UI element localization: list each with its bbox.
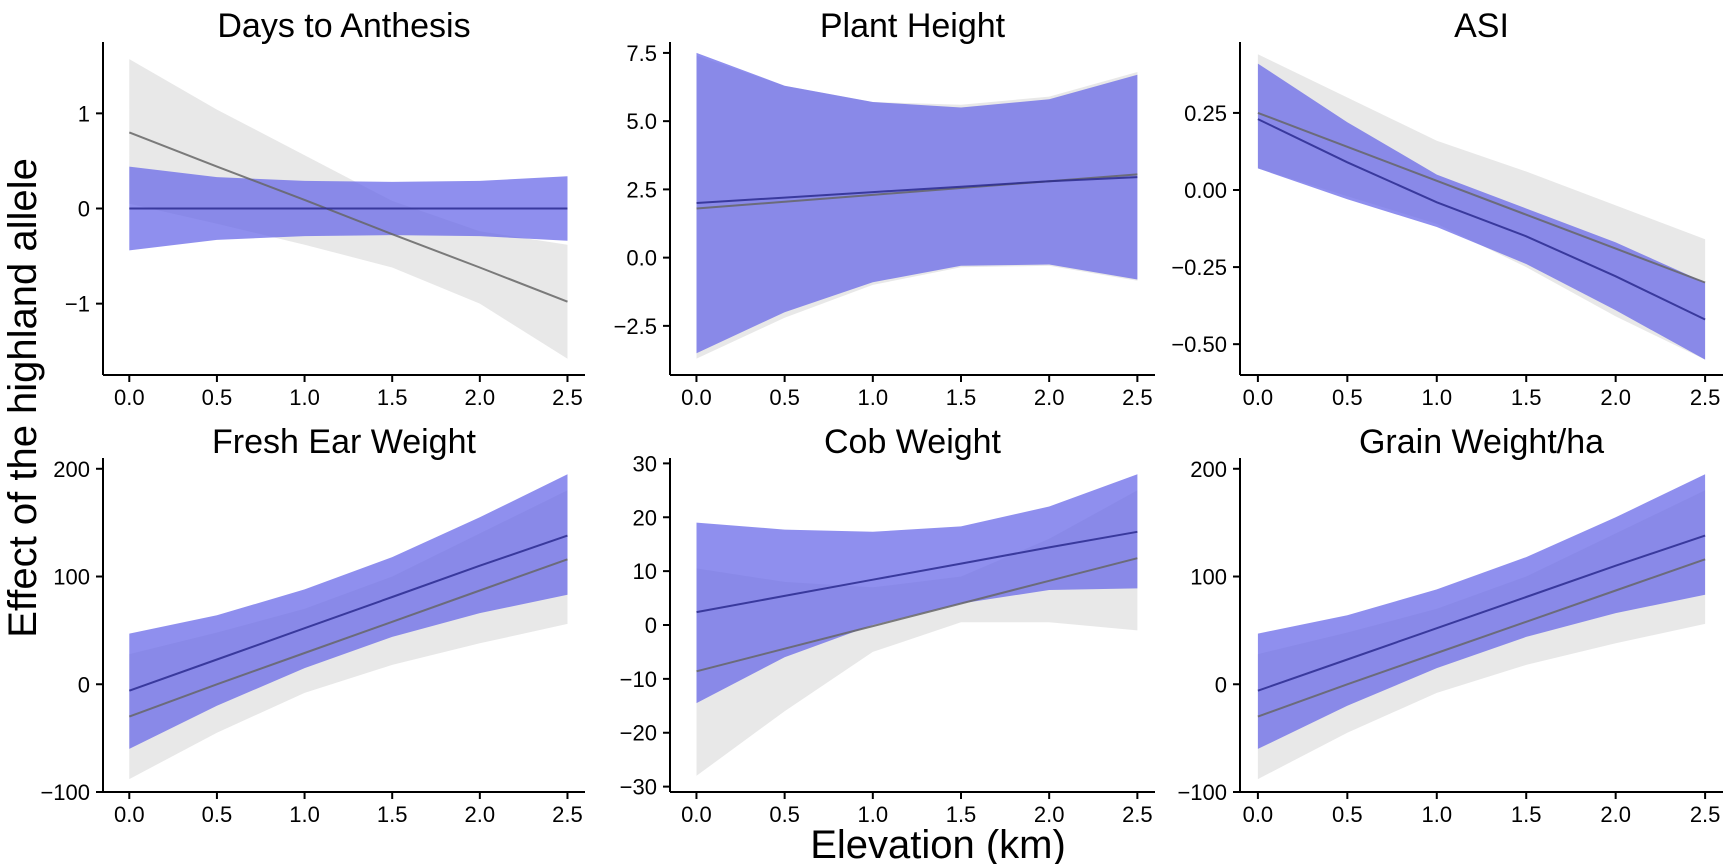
plant-height-x-tick-label: 1.0 — [858, 385, 889, 410]
panel-asi: 0.0 0.5 1.0 1.5 2.0 2.5 0.25 0.00 −0.25 −0.50 ASI — [1171, 7, 1723, 410]
fresh-ear-weight-x-tick-label: 0.0 — [114, 802, 145, 827]
grain-weight-ha-x-tick-label: 0.5 — [1332, 802, 1363, 827]
cob-weight-x-tick-label: 2.0 — [1034, 802, 1065, 827]
grain-weight-ha-x-tick-label: 1.5 — [1511, 802, 1542, 827]
plant-height-x-tick-label: 2.5 — [1122, 385, 1153, 410]
days-to-anthesis-x-tick-label: 2.0 — [465, 385, 496, 410]
days-to-anthesis-x-tick-label: 0.0 — [114, 385, 145, 410]
asi-x-tick-label: 1.5 — [1511, 385, 1542, 410]
grain-weight-ha-x-tick-label: 2.5 — [1690, 802, 1721, 827]
panel-fresh-ear-weight: 0.0 0.5 1.0 1.5 2.0 2.5 200 100 0 −100 Fresh Ear W… — [40, 423, 585, 827]
grain-weight-ha-fit-line-blue — [1257, 534, 1706, 692]
cob-weight-fit-line-blue — [696, 530, 1138, 614]
fresh-ear-weight-x-tick-label: 1.0 — [289, 802, 320, 827]
fresh-ear-weight-y-tick-label: 100 — [53, 565, 90, 590]
fresh-ear-weight-y-tick-label: 200 — [53, 457, 90, 482]
days-to-anthesis-x-tick-label: 2.5 — [552, 385, 583, 410]
plant-height-y-tick-label: 2.5 — [626, 177, 657, 202]
grain-weight-ha-y-tick-label: −100 — [1177, 780, 1227, 805]
plant-height-fit-line-blue — [696, 176, 1138, 204]
asi-x-tick-label: 2.5 — [1690, 385, 1721, 410]
cob-weight-x-tick-label: 1.5 — [946, 802, 977, 827]
asi-y-tick-label: 0.25 — [1184, 101, 1227, 126]
fresh-ear-weight-y-tick-label: −100 — [40, 780, 90, 805]
grain-weight-ha-x-tick-label: 0.0 — [1243, 802, 1274, 827]
days-to-anthesis-fit-line-grey — [128, 131, 568, 303]
days-to-anthesis-x-tick-label: 0.5 — [202, 385, 233, 410]
plant-height-y-tick-label: 5.0 — [626, 109, 657, 134]
grain-weight-ha-y-tick-label: 200 — [1190, 457, 1227, 482]
cob-weight-y-tick-label: 10 — [633, 559, 657, 584]
figure-x-axis-label: Elevation (km) — [810, 823, 1066, 864]
cob-weight-y-tick-label: 20 — [633, 505, 657, 530]
cob-weight-x-tick-label: 0.5 — [769, 802, 800, 827]
plant-height-panel-title: Plant Height — [820, 7, 1006, 45]
days-to-anthesis-y-tick-label: 1 — [78, 101, 90, 126]
fresh-ear-weight-fit-line-blue — [128, 534, 568, 692]
cob-weight-y-tick-label: 30 — [633, 451, 657, 476]
cob-weight-y-tick-label: −20 — [620, 721, 657, 746]
asi-x-tick-label: 0.5 — [1332, 385, 1363, 410]
panel-grain-weight-ha: 0.0 0.5 1.0 1.5 2.0 2.5 200 100 0 −100 Grain Weigh… — [1177, 423, 1723, 827]
asi-ci-band-blue — [1257, 63, 1706, 360]
figure-y-axis-label: Effect of the highland allele — [1, 158, 45, 638]
asi-y-tick-label: −0.25 — [1171, 255, 1227, 280]
cob-weight-x-tick-label: 0.0 — [681, 802, 712, 827]
asi-panel-title: ASI — [1454, 7, 1509, 45]
fresh-ear-weight-x-tick-label: 2.0 — [465, 802, 496, 827]
cob-weight-x-tick-label: 1.0 — [858, 802, 889, 827]
grain-weight-ha-fit-line-grey — [1257, 558, 1706, 718]
asi-x-tick-label: 1.0 — [1421, 385, 1452, 410]
asi-fit-line-blue — [1257, 118, 1706, 321]
asi-y-tick-label: 0.00 — [1184, 178, 1227, 203]
cob-weight-ci-band-blue — [696, 474, 1138, 704]
fresh-ear-weight-x-tick-label: 0.5 — [202, 802, 233, 827]
panel-cob-weight: 0.0 0.5 1.0 1.5 2.0 2.5 30 20 10 0 −10 −20 −30 Cob We… — [620, 423, 1155, 827]
asi-x-tick-label: 0.0 — [1243, 385, 1274, 410]
plant-height-y-tick-label: 7.5 — [626, 41, 657, 66]
grain-weight-ha-y-tick-label: 100 — [1190, 565, 1227, 590]
grain-weight-ha-x-tick-label: 2.0 — [1600, 802, 1631, 827]
fresh-ear-weight-panel-title: Fresh Ear Weight — [212, 423, 476, 461]
days-to-anthesis-y-tick-label: 0 — [78, 197, 90, 222]
cob-weight-panel-title: Cob Weight — [824, 423, 1002, 461]
plant-height-y-tick-label: 0.0 — [626, 246, 657, 271]
fresh-ear-weight-y-tick-label: 0 — [78, 672, 90, 697]
grain-weight-ha-x-tick-label: 1.0 — [1421, 802, 1452, 827]
asi-x-tick-label: 2.0 — [1600, 385, 1631, 410]
cob-weight-y-tick-label: −10 — [620, 667, 657, 692]
fresh-ear-weight-x-tick-label: 1.5 — [377, 802, 408, 827]
plant-height-x-tick-label: 0.0 — [681, 385, 712, 410]
panel-plant-height: 0.0 0.5 1.0 1.5 2.0 2.5 7.5 5.0 2.5 0.0 −2.5 Plant … — [614, 7, 1155, 410]
plant-height-x-tick-label: 0.5 — [769, 385, 800, 410]
days-to-anthesis-panel-title: Days to Anthesis — [217, 7, 470, 45]
days-to-anthesis-y-tick-label: −1 — [65, 292, 90, 317]
plant-height-x-tick-label: 1.5 — [946, 385, 977, 410]
cob-weight-y-tick-label: −30 — [620, 775, 657, 800]
cob-weight-fit-line-grey — [696, 557, 1138, 673]
panel-days-to-anthesis: 0.0 0.5 1.0 1.5 2.0 2.5 1 0 −1 Days to Anthesis — [65, 7, 585, 410]
plant-height-ci-band-blue — [696, 52, 1138, 354]
plant-height-x-tick-label: 2.0 — [1034, 385, 1065, 410]
cob-weight-y-tick-label: 0 — [645, 613, 657, 638]
days-to-anthesis-x-tick-label: 1.0 — [289, 385, 320, 410]
cob-weight-x-tick-label: 2.5 — [1122, 802, 1153, 827]
grain-weight-ha-y-tick-label: 0 — [1215, 672, 1227, 697]
grain-weight-ha-panel-title: Grain Weight/ha — [1359, 423, 1604, 461]
asi-fit-line-grey — [1257, 111, 1706, 284]
asi-y-tick-label: −0.50 — [1171, 332, 1227, 357]
days-to-anthesis-x-tick-label: 1.5 — [377, 385, 408, 410]
fresh-ear-weight-x-tick-label: 2.5 — [552, 802, 583, 827]
plant-height-y-tick-label: −2.5 — [614, 314, 657, 339]
fresh-ear-weight-fit-line-grey — [128, 558, 568, 718]
